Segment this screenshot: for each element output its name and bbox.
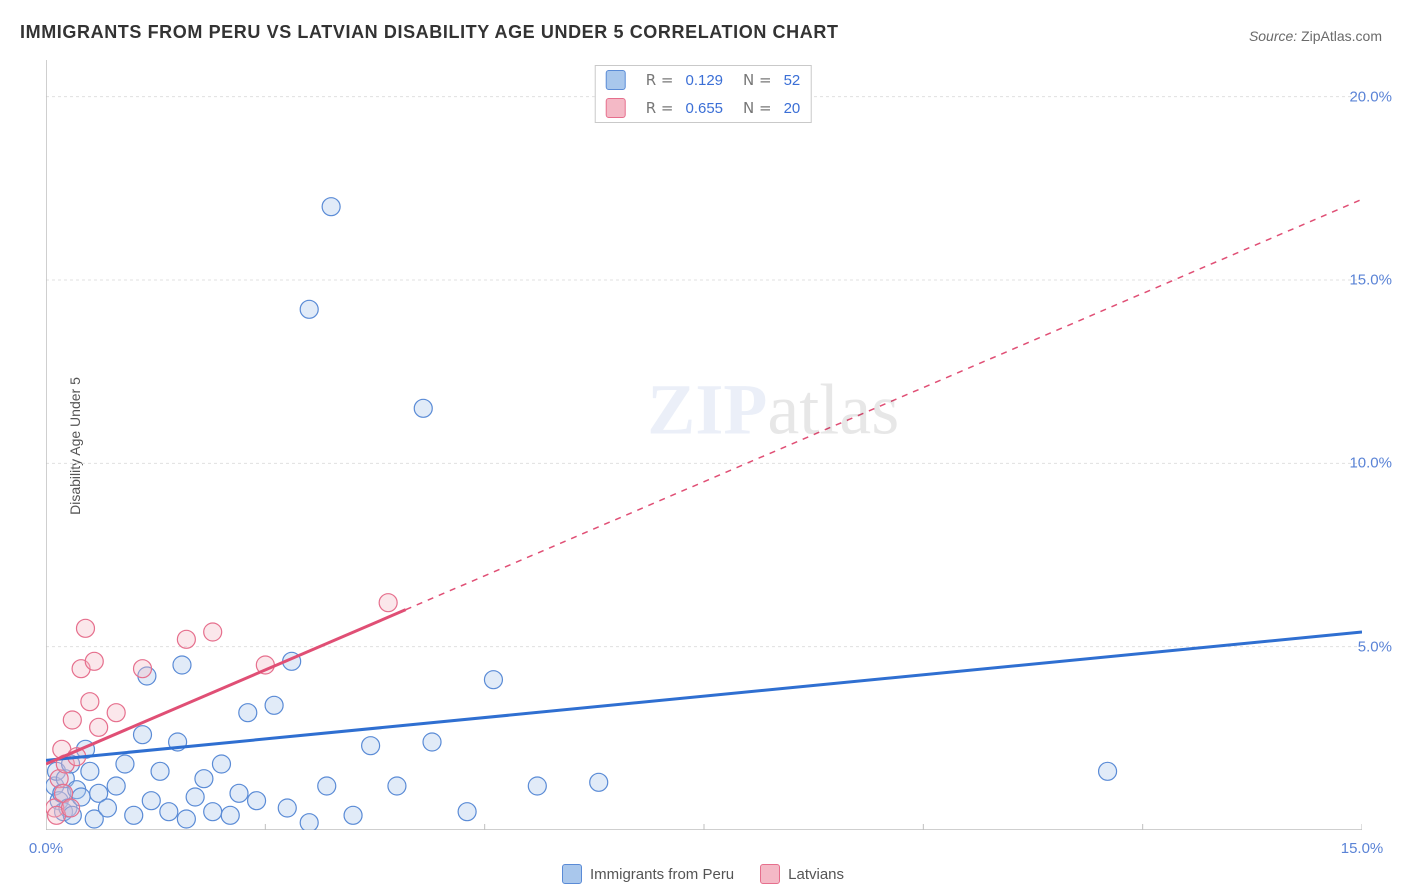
chart-title: IMMIGRANTS FROM PERU VS LATVIAN DISABILI… [20,22,839,43]
legend-series-label: Latvians [788,866,844,883]
source-label: Source: [1249,28,1297,44]
legend-series: Immigrants from Peru Latvians [0,864,1406,884]
chart-svg [46,60,1362,830]
y-tick-label: 20.0% [1349,88,1392,105]
chart-container: IMMIGRANTS FROM PERU VS LATVIAN DISABILI… [0,0,1406,892]
legend-series-label: Immigrants from Peru [590,866,734,883]
legend-swatch [760,864,780,884]
legend-n-label: N = [733,66,774,94]
legend-n-value: 52 [774,66,811,94]
legend-n-value: 20 [774,94,811,122]
y-tick-label: 10.0% [1349,455,1392,472]
y-tick-label: 5.0% [1358,638,1392,655]
legend-r-label: R = [636,94,676,122]
legend-r-label: R = [636,66,676,94]
legend-swatch [606,98,626,118]
x-tick-labels: 0.0% 15.0% [46,840,1362,862]
y-tick-labels: 5.0% 10.0% 15.0% 20.0% [1332,60,1392,830]
y-tick-label: 15.0% [1349,272,1392,289]
legend-stats-table: R = 0.129 N = 52 R = 0.655 N = 20 [596,66,811,122]
legend-swatch [606,70,626,90]
legend-stats-row: R = 0.129 N = 52 [596,66,811,94]
legend-n-label: N = [733,94,774,122]
legend-series-item: Immigrants from Peru [562,864,734,884]
legend-series-item: Latvians [760,864,844,884]
plot-area [46,60,1362,830]
x-tick-label: 15.0% [1341,840,1384,857]
legend-stats-box: R = 0.129 N = 52 R = 0.655 N = 20 [595,65,812,123]
x-tick-label: 0.0% [29,840,63,857]
source-name: ZipAtlas.com [1301,28,1382,44]
legend-r-value: 0.129 [675,66,733,94]
legend-r-value: 0.655 [675,94,733,122]
legend-swatch [562,864,582,884]
legend-stats-row: R = 0.655 N = 20 [596,94,811,122]
source-credit: Source: ZipAtlas.com [1249,28,1382,44]
